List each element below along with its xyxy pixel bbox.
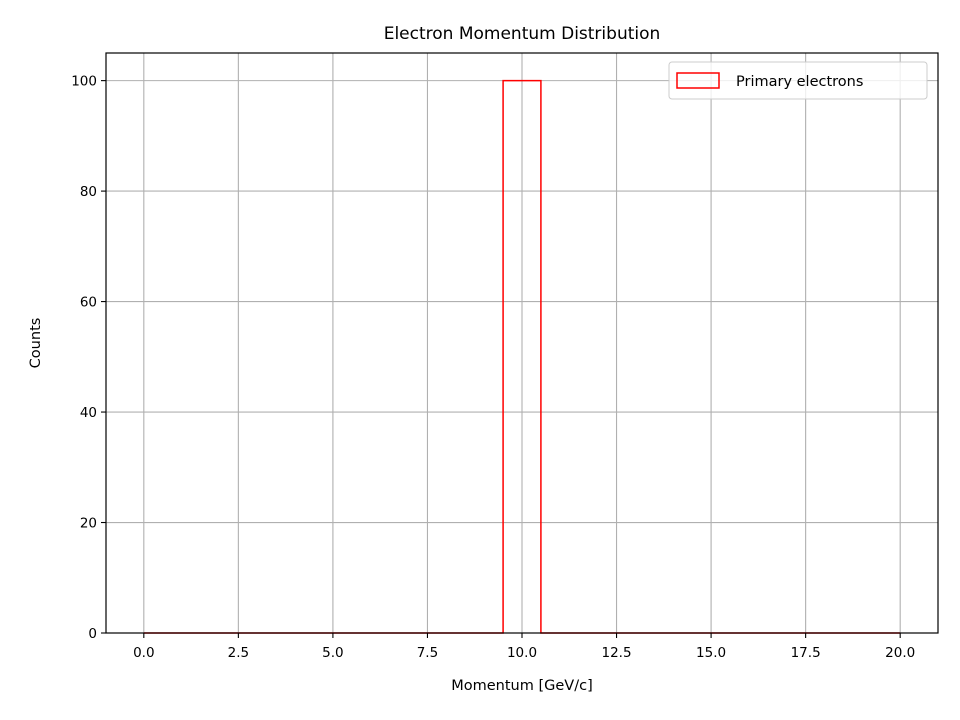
legend-label: Primary electrons: [736, 74, 863, 90]
x-tick-label: 5.0: [322, 645, 343, 661]
y-tick-label: 80: [80, 184, 97, 200]
x-tick-label: 10.0: [507, 645, 537, 661]
x-tick-label: 20.0: [885, 645, 915, 661]
x-tick-label: 12.5: [602, 645, 632, 661]
x-tick-label: 0.0: [133, 645, 154, 661]
y-tick-label: 0: [88, 626, 97, 642]
x-axis-label: Momentum [GeV/c]: [451, 678, 592, 694]
legend-swatch: [676, 72, 720, 89]
x-tick-label: 2.5: [228, 645, 249, 661]
y-tick-label: 60: [80, 295, 97, 311]
y-tick-label: 100: [71, 74, 97, 90]
chart-title: Electron Momentum Distribution: [384, 24, 661, 44]
y-axis-label: Counts: [28, 318, 44, 369]
x-tick-label: 15.0: [696, 645, 726, 661]
legend-frame: [668, 61, 928, 100]
x-tick-label: 7.5: [417, 645, 438, 661]
y-tick-label: 20: [80, 516, 97, 532]
y-tick-label: 40: [80, 405, 97, 421]
legend: Primary electrons: [668, 61, 928, 100]
x-tick-label: 17.5: [791, 645, 821, 661]
axis-ticks: 0.0 2.5 5.0 7.5 10.0 12.5 15.0 17.5 20.0 0 20 40 60 8…: [71, 74, 915, 661]
